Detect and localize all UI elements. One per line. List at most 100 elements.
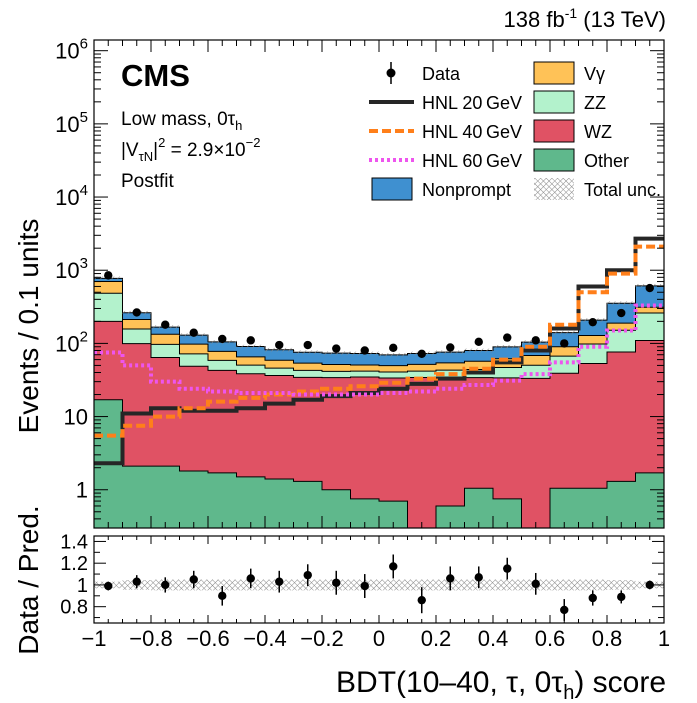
legend-label-other: Other: [584, 151, 629, 171]
ytick-label-base: 10: [55, 331, 79, 356]
ytick-label-1: 1: [76, 478, 88, 503]
ytick-label-base: 10: [55, 258, 79, 283]
xtick-label--0.2: −0.2: [300, 626, 343, 651]
bar-other-bin-6: [265, 479, 294, 528]
legend-label-hnl-40-gev: HNL 40 GeV: [422, 122, 522, 142]
legend-label-v: Vγ: [584, 64, 605, 84]
unc-band-bin-10: [379, 353, 408, 357]
legend-entry-hnl-60-gev: HNL 60 GeV: [369, 151, 522, 171]
signal-hnl-60-gev: [94, 303, 664, 397]
xtick-label--1: −1: [81, 626, 106, 651]
data-point-8: [332, 344, 341, 353]
legend-label-zz: ZZ: [584, 93, 606, 113]
ratio-point-9: [360, 581, 369, 591]
ytick-label-1000000: 106: [55, 36, 88, 64]
xtick-label-0.2: 0.2: [421, 626, 452, 651]
ytick-label-base: 10: [64, 405, 88, 430]
xtick-label--0.6: −0.6: [186, 626, 229, 651]
legend-entry-hnl-20-gev: HNL 20 GeV: [369, 93, 522, 113]
legend-entry-v: Vγ: [533, 61, 605, 85]
ratio-point-5: [246, 574, 255, 583]
legend-entry-total-unc: Total unc.: [534, 178, 661, 200]
ratio-unc-cross-bin-10: [379, 579, 408, 591]
bar-other-bin-13: [464, 488, 493, 528]
ratio-plot: [94, 579, 664, 591]
legend-label-data: Data: [422, 64, 461, 84]
ratio-point-11: [417, 595, 426, 605]
legend-swatch-other: [533, 148, 575, 172]
legend-entry-nonprompt: Nonprompt: [371, 177, 511, 201]
ratio-point-14: [503, 564, 512, 573]
data-point-14: [503, 333, 512, 342]
y-axis-title-main: Events / 0.1 units: [13, 219, 44, 434]
bar-wz-bin-11: [407, 377, 436, 528]
ratio-unc-cross-bin-4: [208, 579, 237, 591]
ratio-point-8: [332, 578, 341, 587]
bar-other-bin-19: [635, 472, 664, 528]
ytick-label-base: 10: [55, 39, 79, 64]
data-point-9: [360, 346, 369, 355]
legend-entry-zz: ZZ: [533, 90, 606, 114]
unc-band-bin-7: [293, 350, 322, 355]
legend-entry-other: Other: [533, 148, 629, 172]
x-axis-title: BDT(10–40, τ, 0τh) score: [336, 666, 666, 703]
ytick-label-100000: 105: [55, 109, 88, 137]
ytick-label-10: 10: [64, 405, 88, 430]
data-point-6: [275, 340, 284, 350]
xtick-label-0: 0: [373, 626, 385, 651]
legend-data-marker: [386, 68, 396, 78]
data-point-2: [161, 320, 170, 329]
outline-v: [94, 281, 664, 528]
data-point-15: [531, 336, 540, 345]
main-overlay: [104, 271, 654, 359]
data-point-7: [303, 340, 312, 350]
data-point-4: [218, 334, 227, 344]
ratio-point-19: [645, 580, 654, 590]
legend-swatch-zz: [533, 90, 575, 114]
ratio-overlay: [104, 554, 654, 621]
ratio-point-7: [303, 570, 312, 580]
legend-label-nonprompt: Nonprompt: [422, 180, 511, 200]
legend-swatch-wz: [533, 119, 575, 143]
main-plot: [94, 236, 664, 528]
cms-label: CMS: [121, 58, 190, 93]
annotation-selection: Low mass, 0τh: [121, 109, 242, 133]
bar-other-bin-3: [179, 471, 208, 528]
bar-other-bin-4: [208, 472, 237, 528]
legend-swatch-v: [533, 61, 575, 85]
ytick-label-1000: 103: [55, 255, 88, 283]
bar-other-bin-16: [550, 488, 579, 528]
bar-wz-bin-12: [436, 377, 465, 528]
data-point-12: [446, 343, 455, 352]
bar-other-bin-7: [293, 481, 322, 528]
ytick-label-100: 102: [55, 328, 88, 356]
unc-band-bin-12: [436, 350, 465, 354]
data-point-1: [132, 308, 141, 317]
ytick-ratio-label-1.4: 1.4: [60, 531, 88, 553]
data-point-0: [104, 271, 113, 280]
legend: Data Vγ HNL 20 GeV ZZ HNL 40 GeV WZ HNL 60 GeV…: [369, 61, 661, 201]
xtick-label-0.6: 0.6: [535, 626, 566, 651]
legend-swatch-hatch-cross: [534, 178, 574, 200]
ratio-point-4: [218, 591, 227, 601]
xtick-label-1: 1: [658, 626, 670, 651]
data-point-19: [645, 283, 654, 293]
ytick-label-exp: 4: [80, 182, 88, 199]
unc-band-bin-6: [265, 347, 294, 352]
bar-other-bin-17: [578, 488, 607, 528]
xtick-label-0.8: 0.8: [592, 626, 623, 651]
data-point-17: [588, 317, 597, 327]
unc-band-bin-8: [322, 351, 351, 356]
ratio-point-16: [560, 605, 569, 615]
legend-entry-hnl-40-gev: HNL 40 GeV: [369, 122, 522, 142]
legend-label-total-unc: Total unc.: [584, 180, 661, 200]
data-point-5: [246, 336, 255, 345]
bar-other-bin-18: [607, 481, 636, 528]
ratio-point-10: [389, 562, 398, 571]
ratio-point-0: [104, 581, 113, 591]
outline-wz: [94, 320, 664, 528]
ytick-label-exp: 3: [80, 255, 88, 272]
data-point-16: [560, 339, 569, 348]
ratio-unc-cross-bin-14: [493, 579, 522, 591]
